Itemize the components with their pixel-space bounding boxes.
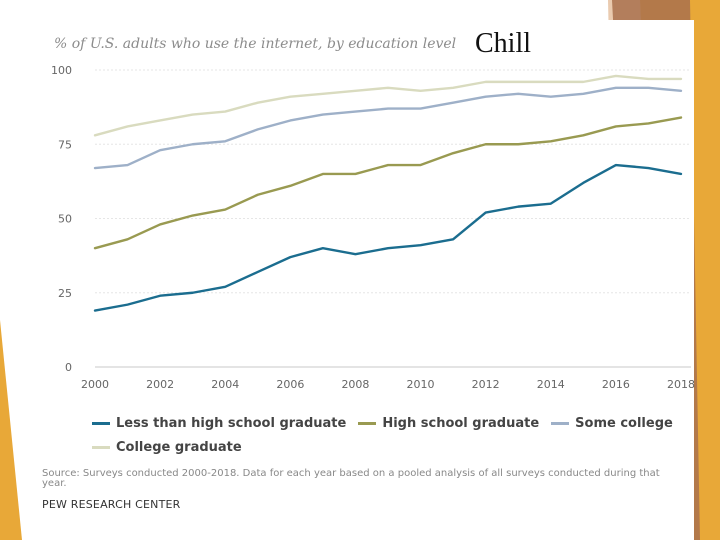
legend-label: High school graduate [382,416,540,431]
credit-label: PEW RESEARCH CENTER [42,498,181,511]
x-tick-label: 2012 [472,378,500,391]
legend-item: High school graduate [358,414,539,434]
handwritten-note: Chill [475,28,532,59]
legend-item: Some college [551,414,673,434]
series-line [93,163,683,312]
grid-layer [95,69,691,368]
x-tick-label: 2018 [667,378,695,391]
x-tick-label: 2014 [537,378,565,391]
series-line [93,74,683,137]
x-tick-label: 2016 [602,378,630,391]
legend-item: Less than high school graduate [92,414,346,434]
x-tick-label: 2002 [146,378,174,391]
y-axis: 0 25 50 75 100 [51,64,72,374]
x-tick-label: 2004 [211,378,239,391]
legend-label: Less than high school graduate [116,416,347,431]
y-tick-label: 100 [51,64,72,77]
legend-swatch [551,422,570,425]
y-tick-label: 0 [65,361,72,374]
legend-label: College graduate [116,439,242,455]
y-tick-label: 25 [58,287,72,300]
x-tick-label: 2000 [81,378,109,391]
legend-swatch [358,422,377,425]
series-layer [93,74,683,312]
chart-subtitle: % of U.S. adults who use the internet, b… [54,36,457,52]
chart-legend: Less than high school graduate High schoo… [92,410,692,457]
source-note: Source: Surveys conducted 2000-2018. Dat… [42,468,660,489]
legend-label: Some college [575,416,673,431]
legend-swatch [92,422,110,425]
chart-panel [30,20,694,540]
decor-corner-gold [0,320,22,540]
x-tick-label: 2006 [276,378,304,391]
x-axis: 2000 2002 2004 2006 2008 2010 2012 2014 2016 2018 [81,378,695,391]
legend-swatch [92,445,110,449]
series-line [93,86,683,170]
y-tick-label: 75 [58,138,72,151]
x-tick-label: 2010 [407,378,435,391]
legend-item: College graduate [92,437,242,457]
series-line [93,116,683,250]
x-tick-label: 2008 [341,378,369,391]
y-tick-label: 50 [58,213,72,226]
